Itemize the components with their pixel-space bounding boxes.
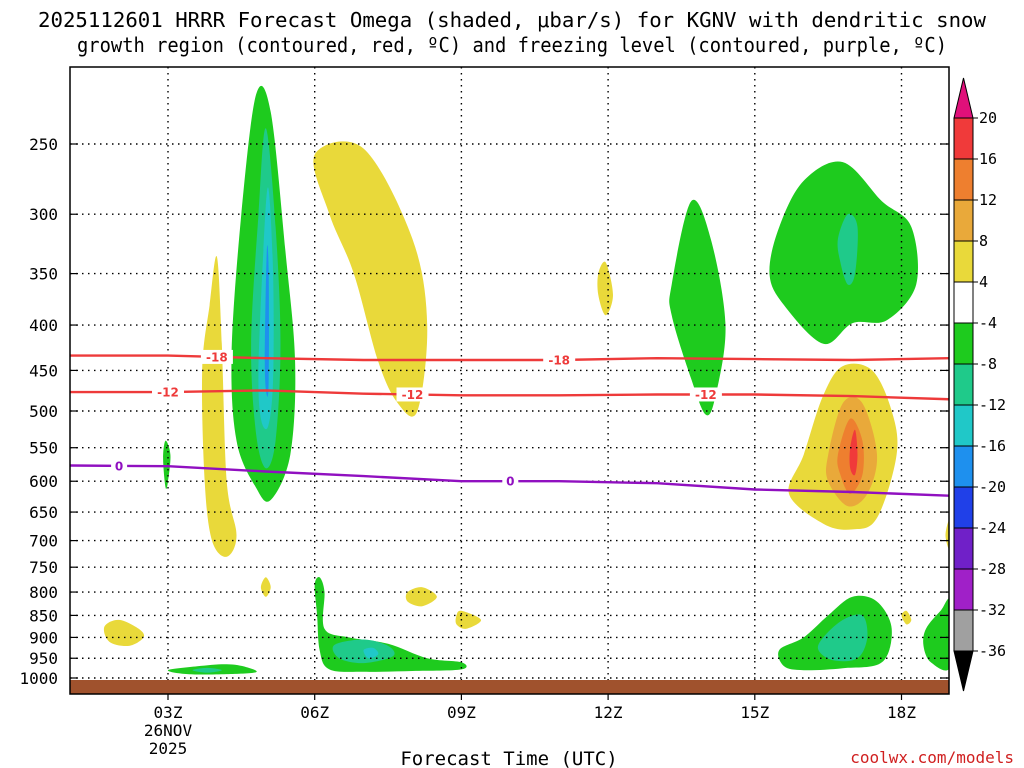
colorbar-tick-label-6: -8 bbox=[979, 355, 997, 373]
omega-region-6 bbox=[597, 261, 613, 316]
omega-region-17 bbox=[405, 587, 437, 607]
omega-region-5 bbox=[313, 141, 428, 417]
x-tick-label-18Z: 18Z bbox=[887, 703, 916, 722]
y-tick-label-750: 750 bbox=[29, 558, 58, 577]
credit-text: coolwx.com/models bbox=[850, 748, 1014, 767]
colorbar-tick-label-13: -36 bbox=[979, 642, 1006, 660]
omega-region-15 bbox=[103, 619, 145, 647]
colorbar-swatch-6 bbox=[953, 363, 974, 406]
colorbar-tick-label-9: -20 bbox=[979, 478, 1006, 496]
contour-label-minus18-1: -18 bbox=[548, 354, 570, 368]
chart-title-line2: growth region (contoured, red, ºC) and f… bbox=[77, 33, 947, 57]
plot-frame bbox=[69, 66, 950, 695]
y-tick-label-650: 650 bbox=[29, 503, 58, 522]
colorbar-tick-label-0: 20 bbox=[979, 109, 997, 127]
omega-region-9 bbox=[837, 213, 858, 285]
colorbar-tick-label-11: -28 bbox=[979, 560, 1006, 578]
omega-region-7 bbox=[669, 199, 726, 416]
y-tick-label-350: 350 bbox=[29, 265, 58, 284]
contour-label-bg bbox=[396, 387, 429, 402]
y-tick-label-1000: 1000 bbox=[19, 669, 58, 688]
omega-region-20 bbox=[945, 519, 949, 550]
x-tick-date: 26NOV bbox=[144, 721, 193, 740]
y-tick-label-700: 700 bbox=[29, 532, 58, 551]
y-tick-label-550: 550 bbox=[29, 439, 58, 458]
colorbar-swatch-5 bbox=[953, 322, 974, 365]
colorbar-swatch-10 bbox=[953, 527, 974, 570]
y-axis-ticks: 250 300 350 400 450 500 550 600 650 700 750 800 850 9… bbox=[19, 135, 949, 688]
omega-region-22 bbox=[192, 667, 222, 673]
contour-label-bg bbox=[543, 353, 576, 368]
y-tick-label-450: 450 bbox=[29, 361, 58, 380]
y-tick-label-400: 400 bbox=[29, 316, 58, 335]
ground-surface bbox=[70, 680, 949, 694]
omega-shading bbox=[103, 85, 949, 675]
colorbar: 20 16 12 8 4 -4 -8 -12 -16 -20 -24 -28 -32 -36 bbox=[953, 77, 1006, 692]
y-tick-label-250: 250 bbox=[29, 135, 58, 154]
colorbar-tick-label-3: 8 bbox=[979, 232, 988, 250]
x-tick-year: 2025 bbox=[149, 739, 188, 758]
chart-title-line1: 2025112601 HRRR Forecast Omega (shaded, … bbox=[38, 8, 987, 32]
y-tick-label-500: 500 bbox=[29, 402, 58, 421]
colorbar-tick-label-1: 16 bbox=[979, 150, 997, 168]
omega-region-25 bbox=[363, 647, 379, 659]
omega-region-13 bbox=[849, 429, 858, 476]
colorbar-swatch-1 bbox=[953, 158, 974, 201]
colorbar-swatch-2 bbox=[953, 199, 974, 242]
colorbar-arrow-bottom bbox=[953, 650, 974, 692]
omega-region-18 bbox=[455, 610, 482, 629]
contour-label-bg bbox=[689, 387, 722, 402]
temperature-contours: -18 -18 -12 -12 -12 0 0 bbox=[70, 349, 949, 497]
omega-region-23 bbox=[314, 576, 467, 672]
y-tick-label-900: 900 bbox=[29, 628, 58, 647]
colorbar-tick-label-8: -16 bbox=[979, 437, 1006, 455]
colorbar-swatch-3 bbox=[953, 240, 974, 283]
colorbar-tick-label-2: 12 bbox=[979, 191, 997, 209]
colorbar-swatch-12 bbox=[953, 609, 974, 652]
colorbar-tick-label-10: -24 bbox=[979, 519, 1006, 537]
x-tick-label-12Z: 12Z bbox=[594, 703, 623, 722]
contour-label-minus12-2: -12 bbox=[695, 388, 717, 402]
x-tick-label-03Z: 03Z bbox=[154, 703, 183, 722]
colorbar-swatch-4 bbox=[953, 281, 974, 324]
y-tick-label-950: 950 bbox=[29, 649, 58, 668]
x-axis-label: Forecast Time (UTC) bbox=[400, 748, 617, 768]
colorbar-swatch-0 bbox=[953, 117, 974, 160]
contour-label-bg bbox=[502, 474, 519, 489]
colorbar-swatch-7 bbox=[953, 404, 974, 447]
contour-label-bg bbox=[200, 349, 233, 364]
colorbar-tick-label-5: -4 bbox=[979, 314, 997, 332]
contour-label-minus12-0: -12 bbox=[157, 386, 179, 400]
omega-region-27 bbox=[817, 614, 868, 662]
omega-region-14 bbox=[163, 440, 171, 490]
x-tick-label-09Z: 09Z bbox=[447, 703, 476, 722]
omega-region-19 bbox=[901, 610, 912, 625]
x-tick-label-15Z: 15Z bbox=[740, 703, 769, 722]
gridlines bbox=[70, 67, 949, 694]
y-tick-label-800: 800 bbox=[29, 583, 58, 602]
omega-region-16 bbox=[260, 577, 271, 597]
contour-label-bg bbox=[111, 458, 128, 473]
omega-region-4 bbox=[201, 255, 237, 557]
contour-label-zero-1: 0 bbox=[506, 475, 514, 489]
contour-label-bg bbox=[152, 385, 184, 400]
contour-label-minus18-0: -18 bbox=[206, 350, 228, 364]
colorbar-swatch-9 bbox=[953, 486, 974, 529]
x-tick-label-06Z: 06Z bbox=[300, 703, 329, 722]
omega-region-28 bbox=[923, 598, 949, 671]
colorbar-swatch-11 bbox=[953, 568, 974, 611]
contour-label-minus12-1: -12 bbox=[402, 388, 424, 402]
colorbar-arrow-top bbox=[953, 77, 974, 119]
contour-minus12 bbox=[70, 389, 949, 401]
y-tick-label-300: 300 bbox=[29, 205, 58, 224]
colorbar-tick-label-4: 4 bbox=[979, 273, 988, 291]
y-tick-label-600: 600 bbox=[29, 472, 58, 491]
y-tick-label-850: 850 bbox=[29, 606, 58, 625]
contour-label-zero-0: 0 bbox=[115, 459, 123, 473]
colorbar-tick-label-12: -32 bbox=[979, 601, 1006, 619]
colorbar-swatch-8 bbox=[953, 445, 974, 488]
colorbar-tick-label-7: -12 bbox=[979, 396, 1006, 414]
